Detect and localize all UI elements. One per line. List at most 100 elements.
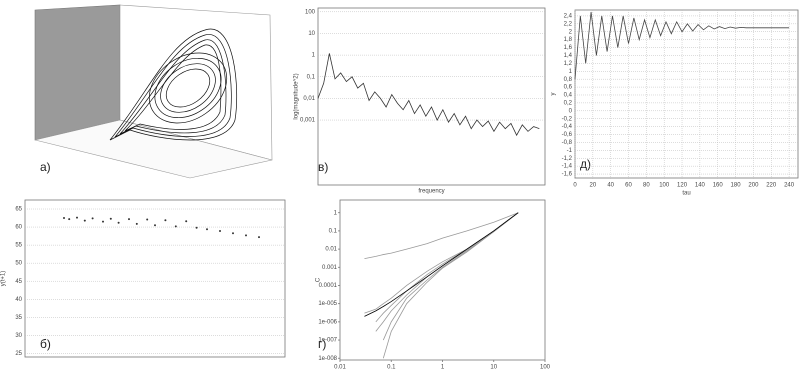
x-axis-label: frequency	[418, 189, 444, 195]
x-tick-label: 80	[643, 183, 650, 189]
floor	[34, 119, 273, 179]
y-tick-label: -1	[567, 148, 573, 154]
y-tick-label: 1e-007	[318, 338, 337, 344]
y-tick-label: 0.0001	[319, 283, 338, 289]
plot-frame	[339, 199, 546, 361]
y-tick-label: 0,8	[564, 77, 573, 83]
x-tick-label: 0.1	[387, 365, 396, 371]
plot-frame	[574, 9, 799, 179]
data-line	[364, 212, 519, 260]
y-tick-label: 1e-005	[318, 301, 337, 307]
y-tick-label: 10	[308, 31, 315, 37]
data-point	[109, 217, 112, 220]
y-tick-label: -1,4	[562, 164, 573, 170]
panel-label: д)	[580, 157, 591, 171]
data-point	[146, 218, 149, 221]
y-axis-label: y(t+1)	[1, 271, 7, 287]
data-point	[232, 232, 234, 235]
y-tick-label: 1e-006	[318, 319, 337, 325]
plot-frame	[24, 199, 286, 358]
y-tick-label: 0	[569, 108, 573, 114]
x-tick-label: 60	[625, 183, 632, 189]
data-point	[206, 228, 208, 231]
data-line	[382, 212, 519, 359]
data-point	[91, 217, 94, 220]
x-tick-label: 180	[731, 183, 742, 189]
y-tick-label: -0,4	[562, 124, 573, 130]
y-tick-label: 40	[15, 297, 22, 303]
y-tick-label: 1,2	[564, 61, 573, 67]
x-tick-label: 40	[607, 183, 614, 189]
y-tick-label: 0,6	[564, 85, 573, 91]
data-line	[364, 212, 519, 317]
plot-frame	[317, 7, 546, 186]
data-point	[164, 219, 167, 222]
y-tick-label: 1,4	[564, 53, 573, 59]
data-point	[102, 220, 104, 223]
y-tick-label: 0.001	[322, 265, 338, 271]
panel-label: в)	[318, 160, 328, 174]
panel-label: б)	[40, 337, 51, 351]
y-axis-label: log(magnitude^2)	[294, 73, 300, 119]
panel-label: а)	[40, 160, 51, 174]
y-tick-label: 2,4	[564, 14, 573, 20]
data-point	[258, 236, 260, 239]
x-tick-label: 240	[784, 183, 795, 189]
data-point	[174, 225, 177, 228]
y-tick-label: 1,8	[564, 37, 573, 43]
y-tick-label: 100	[305, 9, 316, 15]
y-tick-label: -0,6	[562, 132, 573, 138]
y-tick-label: -0,2	[562, 116, 573, 122]
y-axis-label: y	[551, 93, 557, 96]
data-point	[195, 226, 198, 229]
y-tick-label: 2	[569, 29, 573, 35]
data-point	[154, 224, 156, 227]
y-tick-label: 35	[15, 315, 22, 321]
y-tick-label: -1,2	[562, 156, 573, 162]
attractor-trajectory	[109, 28, 237, 141]
x-tick-label: 0	[573, 183, 577, 189]
y-tick-label: 60	[15, 225, 22, 231]
y-tick-label: 50	[15, 261, 22, 267]
data-point	[117, 221, 120, 224]
data-line	[317, 53, 540, 137]
x-tick-label: 100	[659, 183, 670, 189]
data-point	[135, 222, 138, 225]
panel-label: г)	[318, 337, 326, 351]
data-point	[83, 219, 86, 222]
y-tick-label: 45	[15, 279, 22, 285]
y-tick-label: 0.1	[329, 228, 338, 234]
x-tick-label: 220	[766, 183, 777, 189]
data-point	[76, 216, 78, 219]
y-tick-label: 1	[569, 69, 573, 75]
y-tick-label: 0,001	[300, 118, 316, 124]
y-tick-label: 1	[312, 53, 316, 59]
x-tick-label: 120	[677, 183, 688, 189]
x-tick-label: 160	[713, 183, 724, 189]
y-tick-label: 0.01	[325, 247, 337, 253]
y-tick-label: 1	[334, 210, 338, 216]
y-tick-label: 65	[15, 207, 22, 213]
data-point	[185, 220, 188, 223]
data-point	[63, 217, 65, 220]
y-tick-label: 1e-008	[318, 356, 337, 362]
back-wall	[34, 4, 121, 141]
data-point	[128, 218, 130, 221]
y-tick-label: -1,6	[562, 172, 573, 178]
y-tick-label: -0,8	[562, 140, 573, 146]
y-tick-label: 2,2	[564, 21, 573, 27]
data-point	[219, 230, 221, 233]
x-tick-label: 200	[748, 183, 759, 189]
x-tick-label: 1	[441, 365, 445, 371]
y-axis-label: C	[316, 277, 322, 282]
x-tick-label: 0.01	[334, 365, 346, 371]
y-tick-label: 0,01	[303, 96, 315, 102]
data-point	[68, 218, 71, 221]
y-tick-label: 0,2	[564, 100, 573, 106]
y-tick-label: 55	[15, 243, 22, 249]
y-tick-label: 0,1	[307, 74, 316, 80]
x-axis-label: tau	[682, 191, 690, 197]
data-line	[375, 212, 519, 332]
